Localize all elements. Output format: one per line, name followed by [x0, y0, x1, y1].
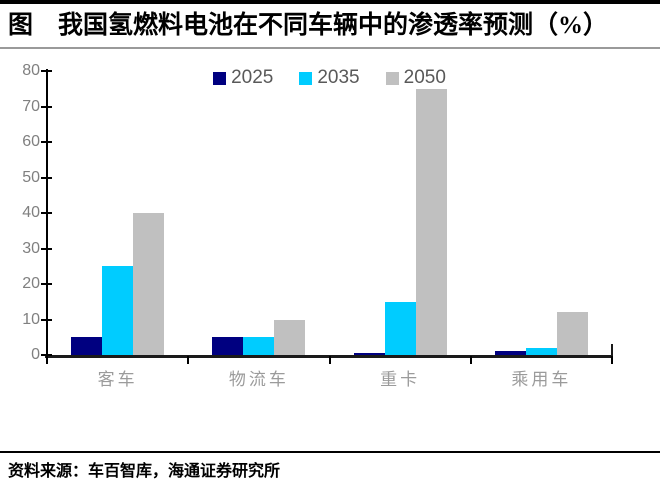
bar-2025-重卡: [353, 353, 385, 355]
bar-2025-乘用车: [494, 351, 526, 355]
category-label-重卡: 重卡: [380, 370, 421, 389]
bar-2025-物流车: [212, 337, 244, 355]
y-tick-label: 20: [22, 275, 40, 292]
chart-title: 图 我国氢燃料电池在不同车辆中的渗透率预测（%）: [8, 12, 609, 39]
y-tick-mark: [41, 105, 52, 108]
bar-2050-客车: [133, 213, 165, 355]
y-tick-mark: [41, 283, 52, 285]
legend-label: 2035: [317, 67, 360, 88]
y-tick-mark: [41, 141, 52, 143]
source-note: 资料来源：车百智库，海通证券研究所: [8, 463, 281, 480]
y-tick-mark: [41, 354, 52, 356]
category-label-客车: 客车: [97, 370, 138, 389]
x-axis-end-hook: [611, 344, 613, 357]
y-tick-mark: [41, 318, 52, 321]
legend-item-2050: 2050: [385, 67, 446, 89]
legend-label: 2025: [231, 67, 274, 88]
legend-swatch-2035: [299, 71, 313, 85]
x-tick-mark: [469, 356, 472, 364]
y-tick-label: 10: [22, 310, 40, 328]
bar-2050-物流车: [274, 319, 306, 355]
y-tick-mark: [41, 176, 52, 179]
y-tick-mark: [41, 212, 52, 214]
legend-item-2035: 2035: [299, 67, 360, 89]
bar-group-物流车: [188, 69, 329, 355]
bar-2035-客车: [102, 266, 134, 355]
bar-2050-重卡: [415, 88, 447, 355]
legend-label: 2050: [403, 67, 446, 88]
bar-group-客车: [47, 69, 188, 355]
y-tick-mark: [41, 247, 52, 250]
chart-legend: 2025 2035 2050: [47, 67, 612, 89]
y-tick-label: 0: [31, 346, 40, 363]
top-border-rule: [0, 0, 660, 4]
bar-2035-乘用车: [525, 347, 557, 355]
x-tick-mark: [611, 356, 613, 364]
x-tick-mark: [187, 356, 190, 364]
bar-group-乘用车: [471, 69, 612, 355]
x-tick-mark: [328, 356, 331, 364]
x-tick-mark: [46, 356, 48, 364]
y-tick-label: 80: [22, 62, 40, 79]
legend-swatch-2025: [213, 71, 227, 85]
y-tick-label: 70: [22, 97, 40, 115]
bar-2050-乘用车: [556, 312, 588, 355]
bar-chart: 0 10 20 30 40 50 60 70 80 2025 2035 2050 客车 物流车 重卡 乘用…: [0, 49, 660, 480]
title-divider-rule: [0, 47, 660, 49]
bar-group-重卡: [330, 69, 471, 355]
bottom-divider-rule: [0, 451, 660, 453]
y-tick-mark: [41, 70, 52, 72]
y-tick-label: 60: [22, 133, 40, 150]
legend-item-2025: 2025: [213, 67, 273, 89]
bar-2035-物流车: [243, 337, 275, 355]
y-tick-label: 50: [22, 168, 40, 186]
y-tick-label: 30: [22, 239, 40, 257]
legend-swatch-2050: [385, 71, 399, 85]
bar-2025-客车: [71, 337, 103, 355]
category-label-乘用车: 乘用车: [511, 370, 572, 389]
bar-2035-重卡: [384, 301, 416, 355]
category-label-物流车: 物流车: [228, 370, 289, 389]
y-tick-label: 40: [22, 204, 40, 221]
